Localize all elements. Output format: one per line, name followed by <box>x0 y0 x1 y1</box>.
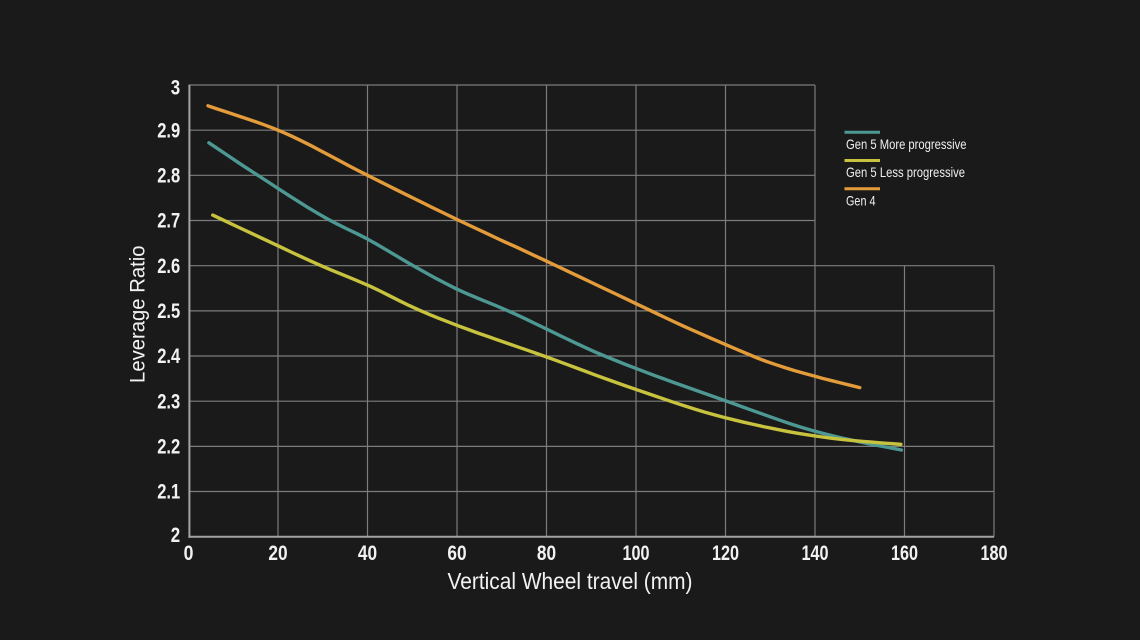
svg-text:0: 0 <box>184 542 194 565</box>
svg-text:Gen 5 Less progressive: Gen 5 Less progressive <box>846 164 965 180</box>
svg-text:2.5: 2.5 <box>157 300 180 323</box>
svg-text:120: 120 <box>712 542 739 565</box>
svg-text:140: 140 <box>802 542 829 565</box>
svg-text:2.6: 2.6 <box>157 255 180 278</box>
svg-text:Gen 4: Gen 4 <box>846 192 876 208</box>
svg-text:80: 80 <box>537 542 556 565</box>
svg-text:Gen 5 More progressive: Gen 5 More progressive <box>846 136 967 152</box>
svg-text:20: 20 <box>268 542 287 565</box>
svg-text:60: 60 <box>447 542 466 565</box>
svg-text:40: 40 <box>358 542 377 565</box>
svg-text:2.2: 2.2 <box>157 436 180 459</box>
svg-text:2: 2 <box>171 524 180 547</box>
svg-text:160: 160 <box>891 542 918 565</box>
svg-text:2.4: 2.4 <box>157 345 180 368</box>
svg-text:2.9: 2.9 <box>157 119 180 142</box>
svg-text:2.7: 2.7 <box>157 210 180 233</box>
svg-text:2.1: 2.1 <box>157 481 180 504</box>
svg-text:100: 100 <box>623 542 650 565</box>
svg-text:3: 3 <box>171 77 180 100</box>
svg-text:Leverage Ratio: Leverage Ratio <box>127 245 150 383</box>
svg-text:2.8: 2.8 <box>157 165 180 188</box>
svg-text:2.3: 2.3 <box>157 390 180 413</box>
svg-text:180: 180 <box>981 542 1008 565</box>
svg-text:Vertical Wheel travel (mm): Vertical Wheel travel (mm) <box>448 568 693 594</box>
